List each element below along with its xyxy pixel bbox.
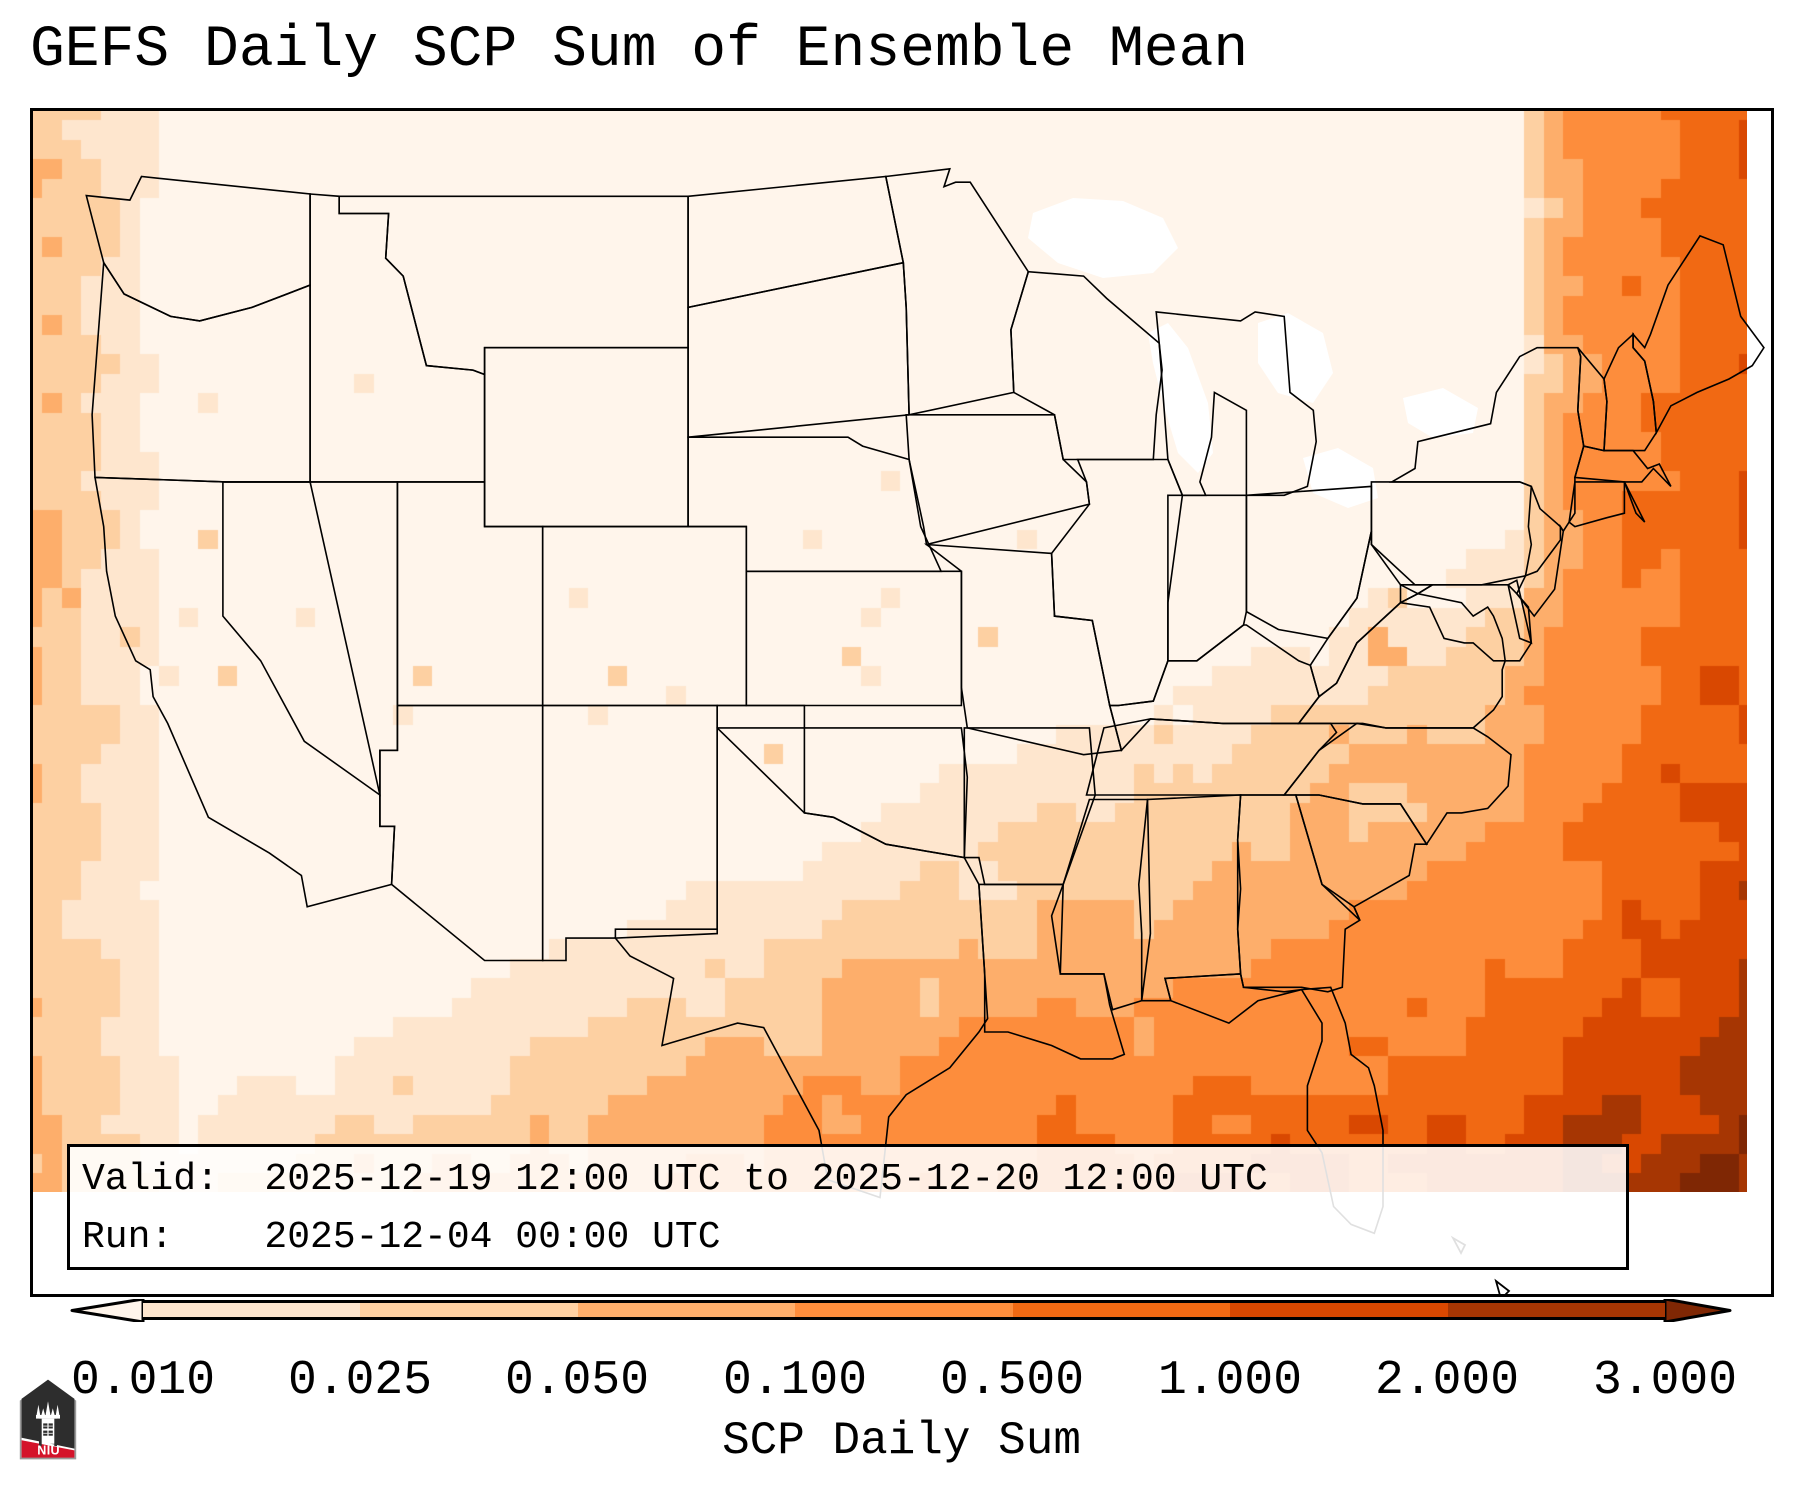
svg-text:NIU: NIU [37,1444,60,1458]
